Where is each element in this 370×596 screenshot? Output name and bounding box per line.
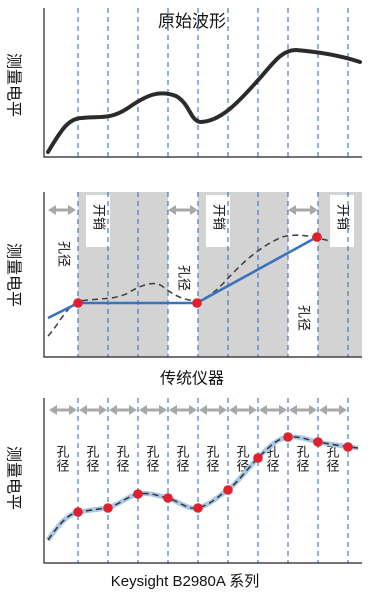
aperture-label: 孔 [326,446,339,461]
aperture-arrow-head-right [339,405,347,415]
panel1-axes [43,8,362,158]
aperture-label: 孔 [86,446,99,461]
sample-point [73,298,83,308]
original-waveform [46,47,362,154]
aperture-arrow-head-left [259,405,267,415]
aperture-arrow-head-left [139,405,147,415]
aperture-label: 孔 [176,446,189,461]
panel3-ylabel: 测量电平 [5,446,24,510]
aperture-arrow-head-left [319,405,327,415]
sample-point [103,503,113,513]
aperture-arrow-head-right [99,405,107,415]
sample-point [192,298,202,308]
aperture-arrow-head-left [109,405,117,415]
aperture-arrow-head-left [289,405,297,415]
aperture-label: 孔 [236,446,249,461]
aperture-arrow-head-right [69,405,77,415]
aperture-label: 径 [176,460,189,475]
sample-point [283,432,293,442]
panel2-ylabel: 测量电平 [5,243,24,307]
aperture-label: 径 [116,460,129,475]
aperture-label: 孔径 [296,305,311,331]
aperture-label: 径 [86,460,99,475]
sample-point [223,485,233,495]
aperture-arrow-head-right [279,405,287,415]
overhead-label: 开销 [91,204,106,230]
panel3-axes [43,398,362,564]
aperture-arrow-head-left [168,205,176,215]
aperture-arrow-head-left [199,405,207,415]
panel3-caption: Keysight B2980A 系列 [110,573,260,590]
panel1-ylabel: 测量电平 [5,53,24,117]
overhead-label-box [330,195,354,247]
sample-point [163,493,173,503]
aperture-label: 径 [326,460,339,475]
sample-point [73,507,83,517]
measured-result-line [47,235,318,320]
aperture-label: 孔 [116,446,129,461]
aperture-arrow-head-left [79,405,87,415]
aperture-label: 径 [56,460,69,475]
original-waveform-dashed [47,436,359,541]
aperture-label: 径 [146,460,159,475]
panel1-title: 原始波形 [158,12,226,32]
original-waveform-dashed [47,234,331,337]
sample-point [313,437,323,447]
aperture-label: 孔 [206,446,219,461]
aperture-arrow-head-left [49,405,57,415]
overhead-label-box [206,195,230,247]
sample-point [193,503,203,513]
aperture-label: 孔 [296,446,309,461]
aperture-label: 孔径 [176,265,191,291]
aperture-label: 径 [266,460,279,475]
aperture-label: 孔径 [56,241,71,267]
sample-point [133,489,143,499]
aperture-arrow-head-right [189,405,197,415]
sample-point [343,442,353,452]
aperture-label: 径 [206,460,219,475]
overhead-label-box [86,195,110,247]
aperture-arrow-head-left [229,405,237,415]
aperture-arrow-head-right [159,405,167,415]
aperture-label: 孔 [56,446,69,461]
sample-point [253,453,263,463]
aperture-label: 径 [296,460,309,475]
overhead-label: 开销 [335,204,350,230]
aperture-arrow-head-right [129,405,137,415]
aperture-label: 孔 [146,446,159,461]
aperture-arrow-head-left [288,205,296,215]
aperture-arrow-head-left [48,205,56,215]
overhead-label: 开销 [211,204,226,230]
aperture-arrow-head-right [68,205,76,215]
aperture-arrow-head-left [169,405,177,415]
aperture-arrow-head-right [190,205,198,215]
aperture-arrow-head-right [310,205,318,215]
aperture-arrow-head-right [249,405,257,415]
aperture-arrow-head-right [309,405,317,415]
sample-point [312,232,322,242]
aperture-arrow-head-right [219,405,227,415]
panel2-axes [43,192,362,358]
panel2-caption: 传统仪器 [160,369,224,388]
